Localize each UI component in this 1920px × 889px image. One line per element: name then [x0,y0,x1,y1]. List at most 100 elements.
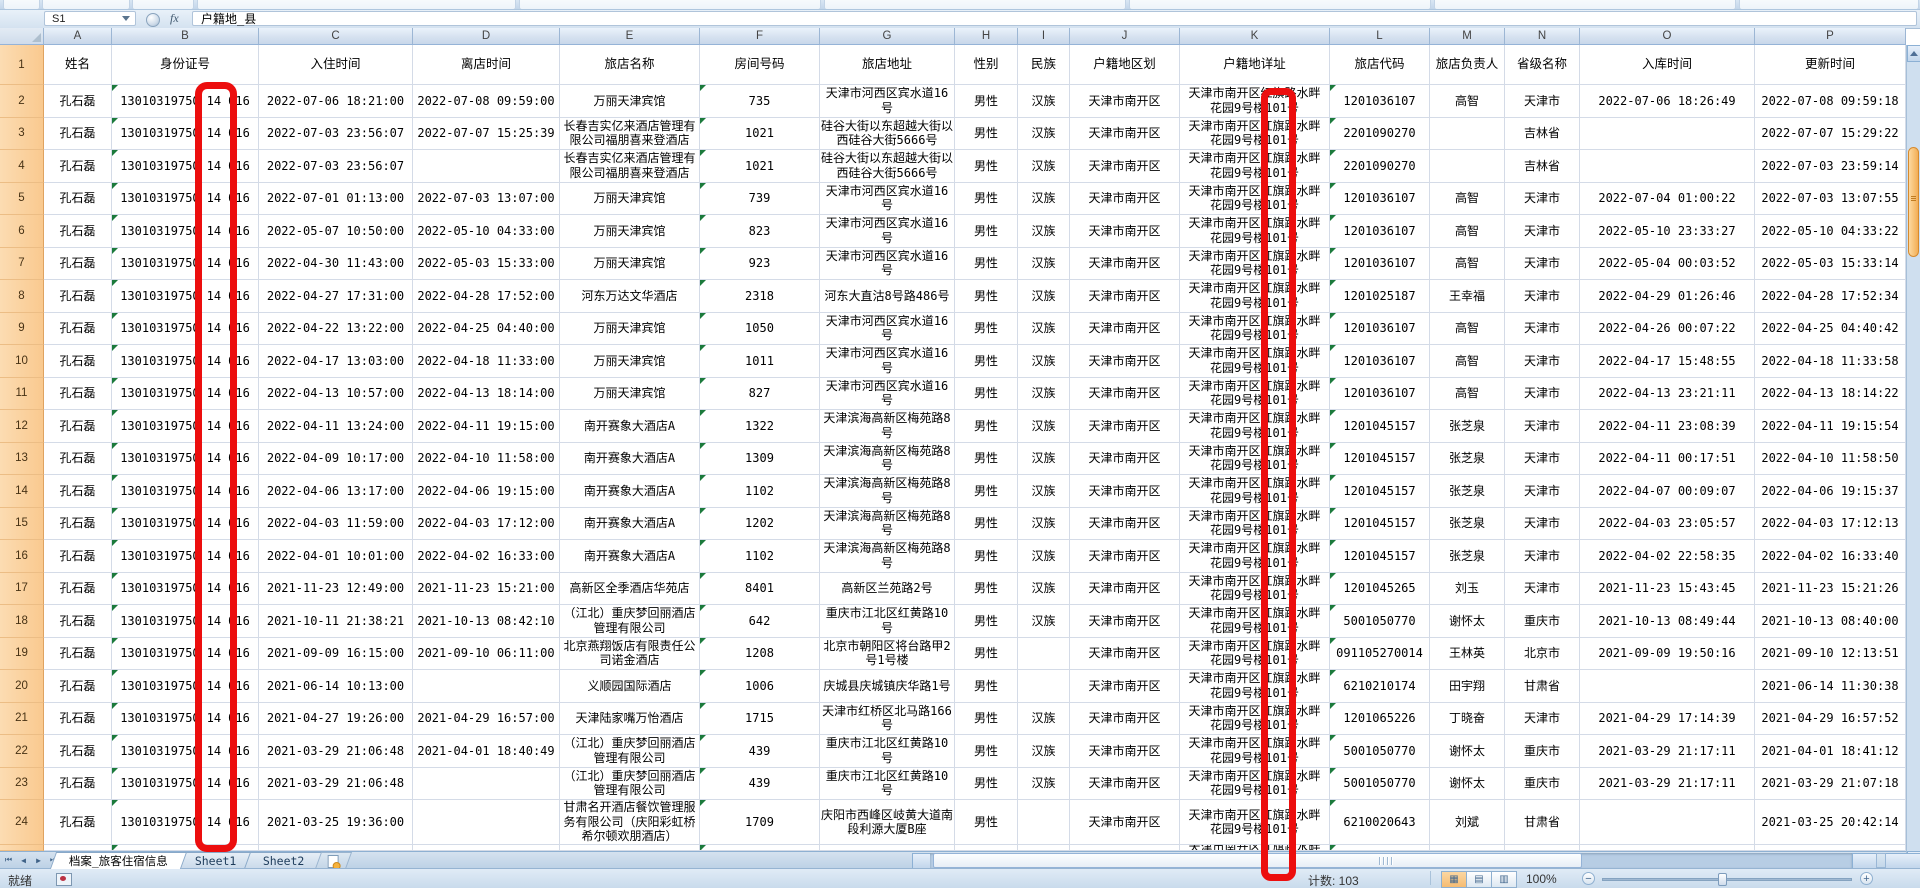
cell-A9[interactable]: 孔石磊 [44,312,112,345]
cell-O14[interactable]: 2022-04-07 00:09:07 [1580,475,1755,508]
cell-F18[interactable]: 642 [700,605,820,638]
cell-H24[interactable]: 男性 [955,800,1018,845]
cell-O17[interactable]: 2021-11-23 15:43:45 [1580,572,1755,605]
cell-N12[interactable]: 天津市 [1505,410,1580,443]
cell-E16[interactable]: 南开赛象大酒店A [560,540,700,573]
cell-O20[interactable] [1580,670,1755,703]
row-header-22[interactable]: 22 [0,735,44,768]
cell-H9[interactable]: 男性 [955,312,1018,345]
cell-K10[interactable]: 天津市南开区红旗路水畔 花园9号楼101号 [1180,345,1330,378]
cell-C24[interactable]: 2021-03-25 19:36:00 [259,800,413,845]
cell-M2[interactable]: 高智 [1430,85,1505,118]
cell-G17[interactable]: 高新区兰苑路2号 [820,572,955,605]
cell-G23[interactable]: 重庆市江北区红黄路10号 [820,767,955,800]
cell-I24[interactable] [1018,800,1070,845]
cell-A20[interactable]: 孔石磊 [44,670,112,703]
cell-K18[interactable]: 天津市南开区红旗路水畔 花园9号楼101号 [1180,605,1330,638]
cell-C17[interactable]: 2021-11-23 12:49:00 [259,572,413,605]
cell-M8[interactable]: 王幸福 [1430,280,1505,313]
cell-A24[interactable]: 孔石磊 [44,800,112,845]
cell-L6[interactable]: 1201036107 [1330,215,1430,248]
cell-G16[interactable]: 天津滨海高新区梅苑路8号 [820,540,955,573]
cell-A19[interactable]: 孔石磊 [44,637,112,670]
cell-L4[interactable]: 2201090270 [1330,150,1430,183]
cell-K17[interactable]: 天津市南开区红旗路水畔 花园9号楼101号 [1180,572,1330,605]
select-all-corner[interactable] [0,28,44,44]
cell-N8[interactable]: 天津市 [1505,280,1580,313]
cell-K5[interactable]: 天津市南开区红旗路水畔 花园9号楼101号 [1180,182,1330,215]
cell-P11[interactable]: 2022-04-13 18:14:22 [1755,377,1906,410]
row-header-13[interactable]: 13 [0,442,44,475]
cell-E14[interactable]: 南开赛象大酒店A [560,475,700,508]
cell-N4[interactable]: 吉林省 [1505,150,1580,183]
cell-G4[interactable]: 硅谷大街以东超越大街以西硅谷大街5666号 [820,150,955,183]
cell-J12[interactable]: 天津市南开区 [1070,410,1180,443]
cell-N24[interactable]: 甘肃省 [1505,800,1580,845]
cell-L7[interactable]: 1201036107 [1330,247,1430,280]
cell-D3[interactable]: 2022-07-07 15:25:39 [413,117,560,150]
cell-G24[interactable]: 庆阳市西峰区岐黄大道南段利源大厦B座 [820,800,955,845]
cell-J10[interactable]: 天津市南开区 [1070,345,1180,378]
cell-I17[interactable]: 汉族 [1018,572,1070,605]
cell-M23[interactable]: 谢怀太 [1430,767,1505,800]
column-header-J[interactable]: J [1070,28,1180,44]
cell-J6[interactable]: 天津市南开区 [1070,215,1180,248]
cell-H11[interactable]: 男性 [955,377,1018,410]
cell-L9[interactable]: 1201036107 [1330,312,1430,345]
cell-C9[interactable]: 2022-04-22 13:22:00 [259,312,413,345]
cell-E19[interactable]: 北京燕翔饭店有限责任公司诺金酒店 [560,637,700,670]
cell-G9[interactable]: 天津市河西区宾水道16号 [820,312,955,345]
cell-K3[interactable]: 天津市南开区红旗路水畔 花园9号楼101号 [1180,117,1330,150]
cell-G10[interactable]: 天津市河西区宾水道16号 [820,345,955,378]
cell-F19[interactable]: 1208 [700,637,820,670]
cell-E2[interactable]: 万丽天津宾馆 [560,85,700,118]
cell-H5[interactable]: 男性 [955,182,1018,215]
cell-J20[interactable]: 天津市南开区 [1070,670,1180,703]
row-header-10[interactable]: 10 [0,345,44,378]
cell-G21[interactable]: 天津市红桥区北马路166号 [820,702,955,735]
column-header-E[interactable]: E [560,28,700,44]
cell-C20[interactable]: 2021-06-14 10:13:00 [259,670,413,703]
column-header-I[interactable]: I [1018,28,1070,44]
header-cell-P[interactable]: 更新时间 [1755,45,1906,85]
cell-P17[interactable]: 2021-11-23 15:21:26 [1755,572,1906,605]
cell-N18[interactable]: 重庆市 [1505,605,1580,638]
cell-D4[interactable] [413,150,560,183]
cell-H6[interactable]: 男性 [955,215,1018,248]
cell-E22[interactable]: （江北）重庆梦回丽酒店管理有限公司 [560,735,700,768]
cell-A17[interactable]: 孔石磊 [44,572,112,605]
column-header-C[interactable]: C [259,28,413,44]
cell-D15[interactable]: 2022-04-03 17:12:00 [413,507,560,540]
cell-O19[interactable]: 2021-09-09 19:50:16 [1580,637,1755,670]
cell-E13[interactable]: 南开赛象大酒店A [560,442,700,475]
cell-J19[interactable]: 天津市南开区 [1070,637,1180,670]
cell-K15[interactable]: 天津市南开区红旗路水畔 花园9号楼101号 [1180,507,1330,540]
cell-G12[interactable]: 天津滨海高新区梅苑路8号 [820,410,955,443]
cell-C2[interactable]: 2022-07-06 18:21:00 [259,85,413,118]
header-cell-L[interactable]: 旅店代码 [1330,45,1430,85]
row-header-9[interactable]: 9 [0,312,44,345]
column-header-N[interactable]: N [1505,28,1580,44]
vertical-scrollbar[interactable] [1906,45,1920,868]
cell-F6[interactable]: 823 [700,215,820,248]
cell-H3[interactable]: 男性 [955,117,1018,150]
cell-E6[interactable]: 万丽天津宾馆 [560,215,700,248]
row-header-12[interactable]: 12 [0,410,44,443]
cell-L21[interactable]: 1201065226 [1330,702,1430,735]
cell-N22[interactable]: 重庆市 [1505,735,1580,768]
cell-G19[interactable]: 北京市朝阳区将台路甲2号1号楼 [820,637,955,670]
cell-C7[interactable]: 2022-04-30 11:43:00 [259,247,413,280]
header-cell-M[interactable]: 旅店负责人 [1430,45,1505,85]
cell-D13[interactable]: 2022-04-10 11:58:00 [413,442,560,475]
cell-P6[interactable]: 2022-05-10 04:33:22 [1755,215,1906,248]
cell-O7[interactable]: 2022-05-04 00:03:52 [1580,247,1755,280]
cell-J7[interactable]: 天津市南开区 [1070,247,1180,280]
row-header-11[interactable]: 11 [0,377,44,410]
cell-I7[interactable]: 汉族 [1018,247,1070,280]
cell-K9[interactable]: 天津市南开区红旗路水畔 花园9号楼101号 [1180,312,1330,345]
cell-N15[interactable]: 天津市 [1505,507,1580,540]
horizontal-scrollbar-thumb[interactable] [933,853,1582,868]
column-header-K[interactable]: K [1180,28,1330,44]
cell-P18[interactable]: 2021-10-13 08:40:00 [1755,605,1906,638]
cell-J2[interactable]: 天津市南开区 [1070,85,1180,118]
